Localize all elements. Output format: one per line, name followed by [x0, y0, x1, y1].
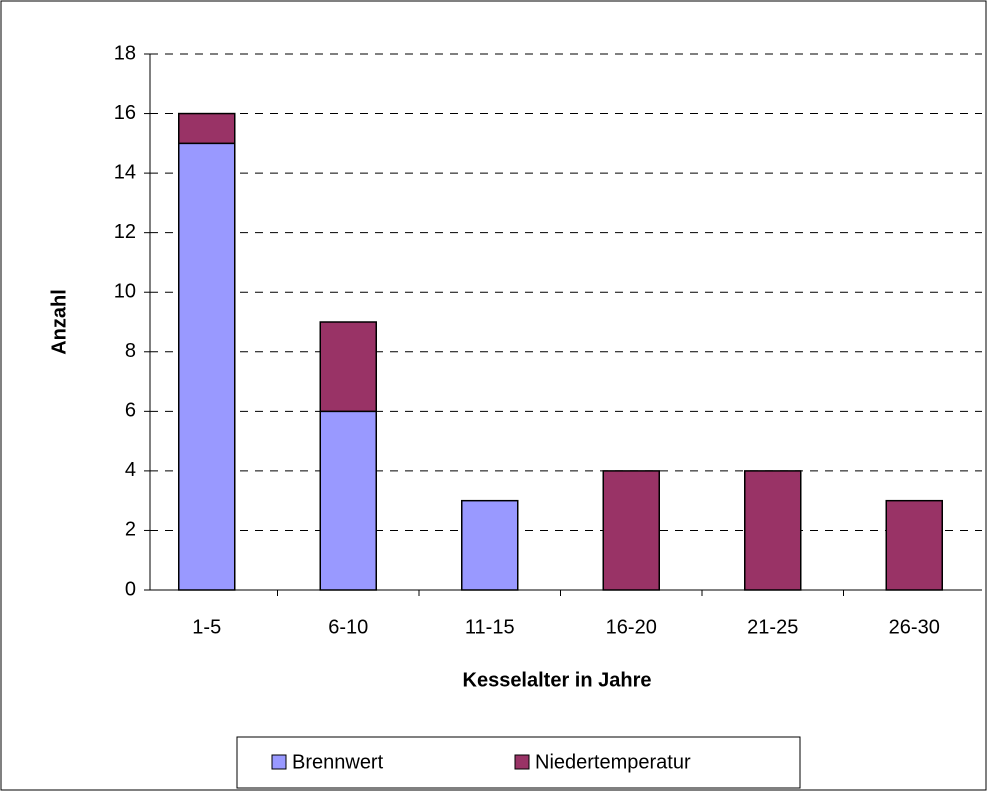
x-tick-label: 1-5	[192, 616, 221, 638]
y-tick-label: 4	[125, 459, 136, 481]
bar-segment	[885, 499, 943, 591]
x-tick-label: 11-15	[465, 616, 515, 638]
y-tick-label: 16	[114, 102, 136, 124]
x-axis-title: Kesselalter in Jahre	[463, 669, 652, 691]
y-axis-title: Anzahl	[48, 289, 70, 355]
bar-segment	[744, 470, 802, 591]
bar-segment	[178, 142, 236, 591]
x-tick-label: 21-25	[747, 616, 798, 638]
y-tick-label: 8	[125, 340, 136, 362]
y-tick-label: 14	[114, 161, 136, 183]
bar-segment	[461, 499, 519, 591]
y-tick-label: 2	[125, 519, 136, 541]
legend-swatch	[271, 754, 287, 770]
y-tick-label: 18	[114, 42, 136, 64]
legend-swatch	[514, 754, 530, 770]
x-tick-label: 16-20	[606, 616, 657, 638]
y-tick-label: 6	[125, 400, 136, 422]
y-tick-label: 10	[114, 281, 136, 303]
bar-segment	[178, 112, 236, 145]
y-tick-label: 12	[114, 221, 136, 243]
bar-segment	[319, 321, 377, 413]
x-tick-label: 6-10	[328, 616, 368, 638]
legend-label: Brennwert	[292, 751, 384, 773]
bar-segment	[319, 410, 377, 591]
legend-label: Niedertemperatur	[535, 751, 691, 773]
x-tick-label: 26-30	[889, 616, 940, 638]
y-tick-label: 0	[125, 578, 136, 600]
bar-segment	[602, 470, 660, 591]
